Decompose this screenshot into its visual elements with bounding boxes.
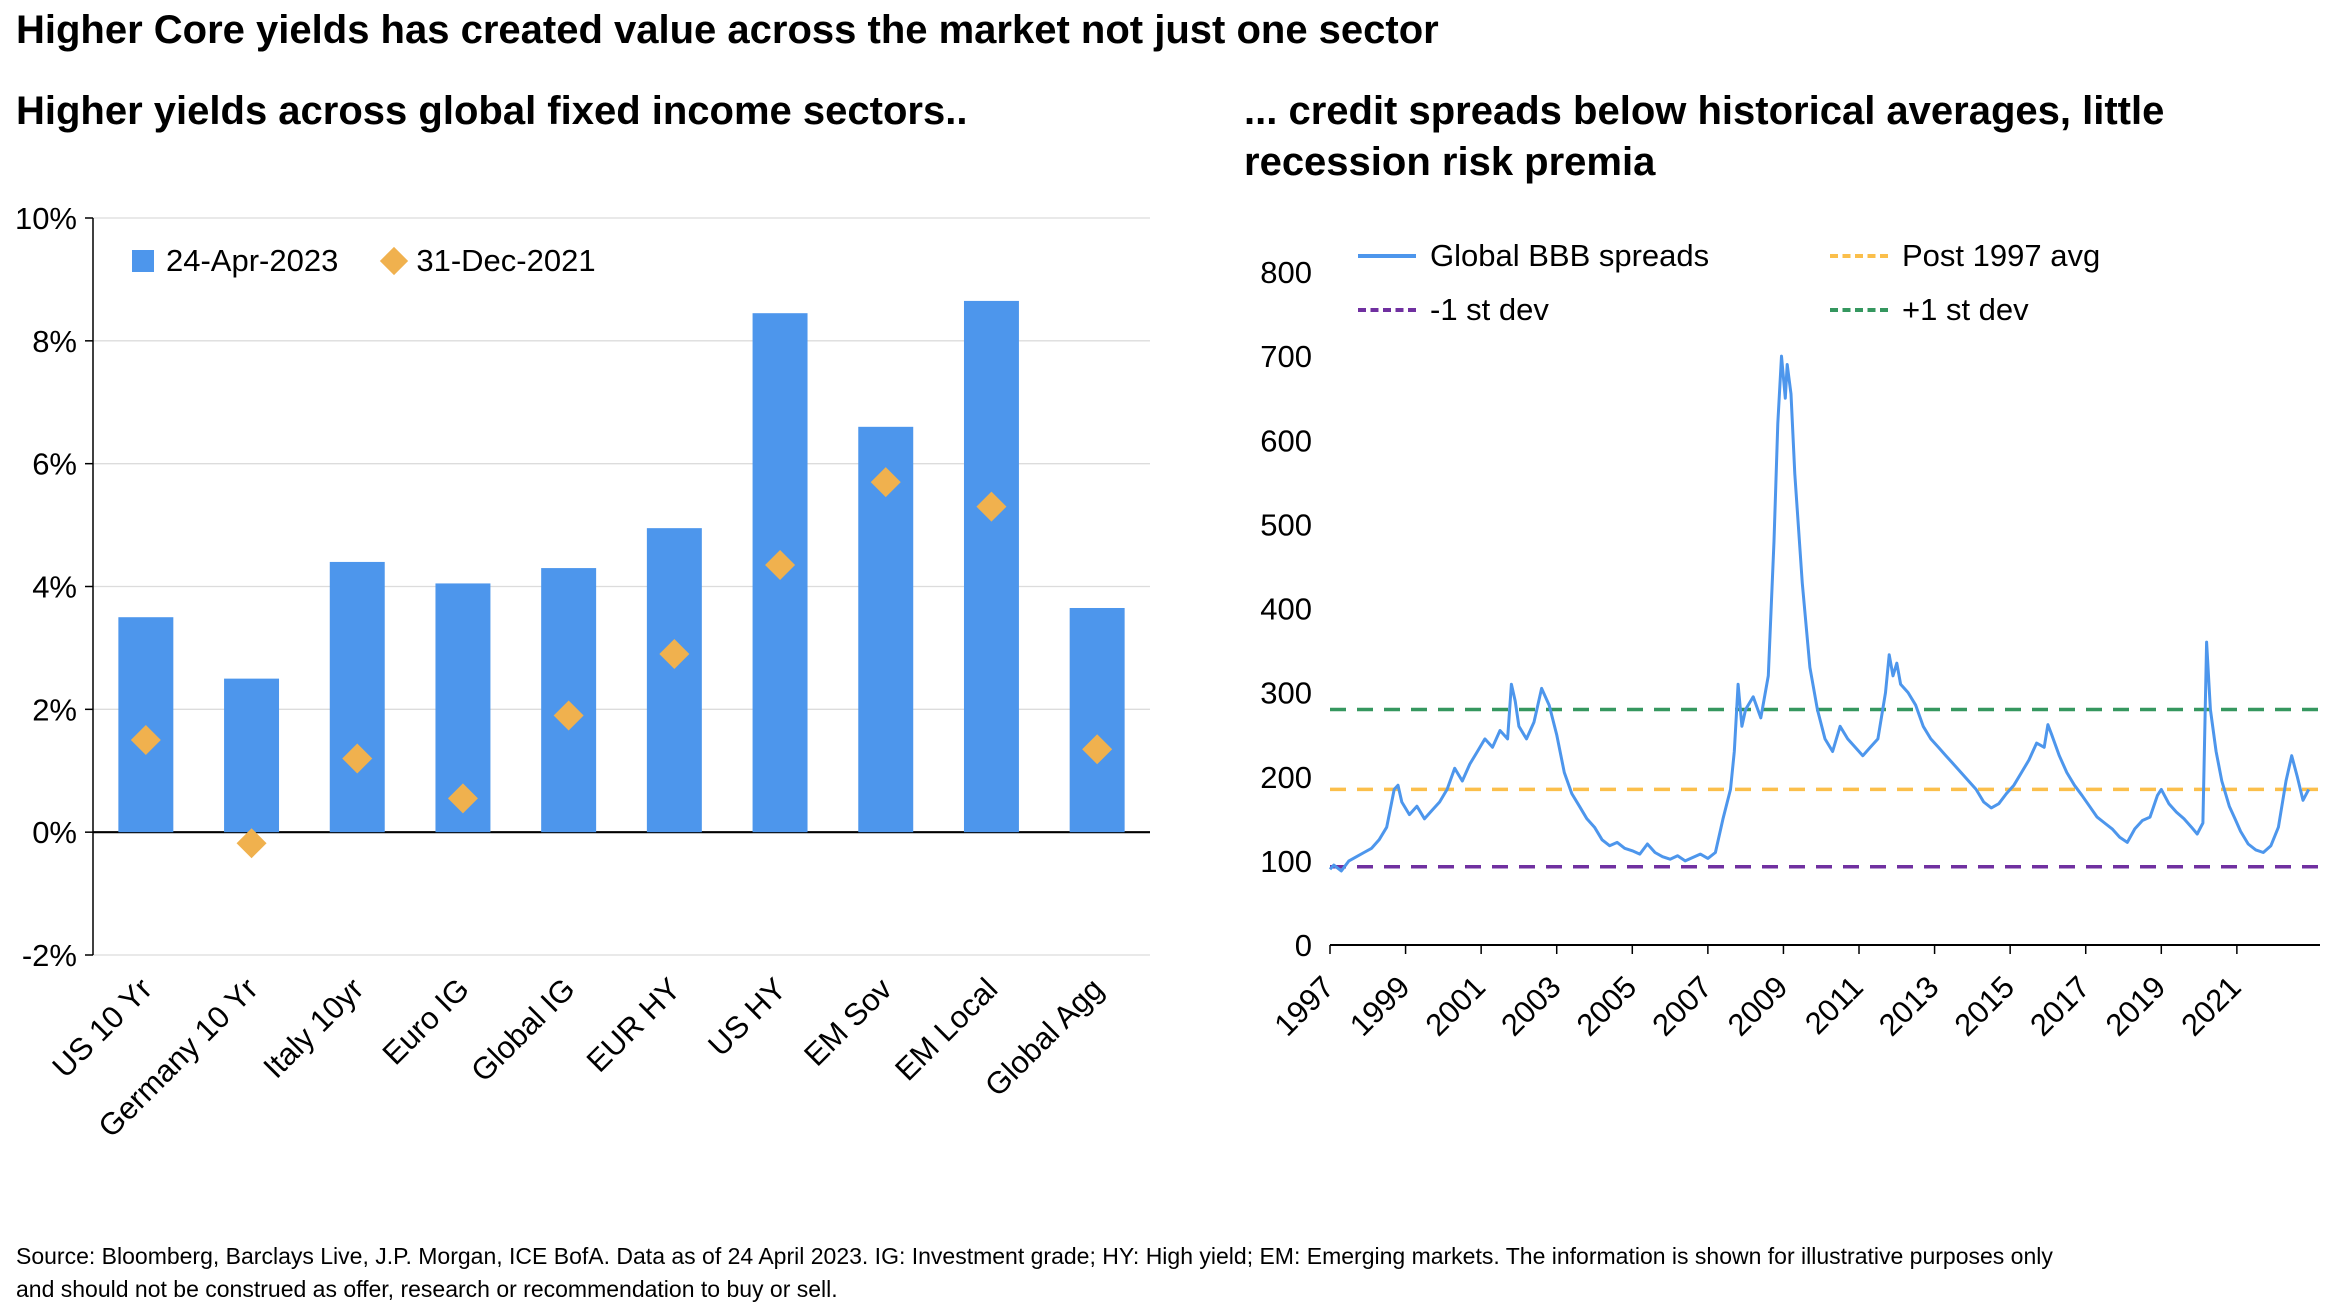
source-note-line1: Source: Bloomberg, Barclays Live, J.P. M… — [16, 1243, 2053, 1269]
svg-text:Italy 10yr: Italy 10yr — [257, 971, 371, 1085]
svg-text:Euro IG: Euro IG — [376, 971, 476, 1071]
svg-text:4%: 4% — [32, 570, 77, 605]
svg-text:800: 800 — [1260, 255, 1312, 290]
svg-text:2005: 2005 — [1570, 969, 1644, 1043]
svg-text:400: 400 — [1260, 592, 1312, 627]
legend-label-dec-2021: 31-Dec-2021 — [416, 243, 596, 278]
svg-text:2007: 2007 — [1645, 969, 1719, 1043]
legend-item-apr-2023: 24-Apr-2023 — [132, 243, 338, 279]
svg-text:2009: 2009 — [1721, 969, 1795, 1043]
page-title: Higher Core yields has created value acr… — [16, 8, 1439, 52]
legend-label-bbb-spreads: Global BBB spreads — [1430, 238, 1710, 273]
legend-item-plus-1-stdev: +1 st dev — [1830, 292, 2100, 328]
svg-text:1999: 1999 — [1343, 969, 1417, 1043]
green-dashed-line-icon — [1830, 308, 1888, 312]
svg-text:-2%: -2% — [22, 938, 77, 973]
legend-item-dec-2021: 31-Dec-2021 — [380, 243, 596, 279]
legend-label-minus-1-stdev: -1 st dev — [1430, 292, 1549, 327]
svg-text:700: 700 — [1260, 339, 1312, 374]
svg-text:2011: 2011 — [1798, 969, 1870, 1041]
svg-text:300: 300 — [1260, 676, 1312, 711]
bar-chart-legend: 24-Apr-2023 31-Dec-2021 — [132, 243, 596, 279]
svg-text:EUR HY: EUR HY — [580, 971, 688, 1079]
purple-dashed-line-icon — [1358, 308, 1416, 312]
source-note-line2: and should not be construed as offer, re… — [16, 1276, 838, 1303]
svg-text:500: 500 — [1260, 507, 1312, 542]
legend-item-post-1997-avg: Post 1997 avg — [1830, 238, 2100, 274]
line-chart-legend: Global BBB spreads Post 1997 avg -1 st d… — [1358, 238, 2100, 328]
orange-dashed-line-icon — [1830, 254, 1888, 258]
svg-text:10%: 10% — [15, 201, 77, 236]
svg-text:US 10 Yr: US 10 Yr — [46, 971, 159, 1084]
svg-text:2%: 2% — [32, 692, 77, 727]
svg-text:Global IG: Global IG — [464, 971, 581, 1088]
svg-text:6%: 6% — [32, 447, 77, 482]
svg-text:0%: 0% — [32, 815, 77, 850]
svg-text:2017: 2017 — [2023, 969, 2097, 1043]
blue-line-icon — [1358, 254, 1416, 258]
svg-text:2021: 2021 — [2174, 969, 2248, 1043]
svg-text:2001: 2001 — [1419, 969, 1493, 1043]
svg-text:2019: 2019 — [2099, 969, 2173, 1043]
svg-text:2015: 2015 — [1948, 969, 2022, 1043]
bar-chart-title: Higher yields across global fixed income… — [16, 89, 968, 133]
svg-text:1997: 1997 — [1267, 969, 1341, 1043]
legend-item-minus-1-stdev: -1 st dev — [1358, 292, 1830, 328]
svg-text:8%: 8% — [32, 324, 77, 359]
svg-text:100: 100 — [1260, 844, 1312, 879]
legend-label-apr-2023: 24-Apr-2023 — [166, 243, 339, 278]
source-note: Source: Bloomberg, Barclays Live, J.P. M… — [16, 1240, 2321, 1307]
svg-text:0: 0 — [1295, 928, 1312, 963]
svg-text:EM Sov: EM Sov — [797, 971, 899, 1073]
legend-label-post-1997-avg: Post 1997 avg — [1902, 238, 2101, 273]
svg-text:2003: 2003 — [1494, 969, 1568, 1043]
svg-text:200: 200 — [1260, 760, 1312, 795]
legend-item-bbb-spreads: Global BBB spreads — [1358, 238, 1830, 274]
line-chart-title: ... credit spreads below historical aver… — [1244, 89, 2165, 185]
blue-square-icon — [132, 250, 154, 272]
svg-text:600: 600 — [1260, 423, 1312, 458]
svg-text:2013: 2013 — [1872, 969, 1946, 1043]
svg-text:US HY: US HY — [701, 971, 793, 1063]
gold-diamond-icon — [380, 246, 409, 276]
legend-label-plus-1-stdev: +1 st dev — [1902, 292, 2029, 327]
